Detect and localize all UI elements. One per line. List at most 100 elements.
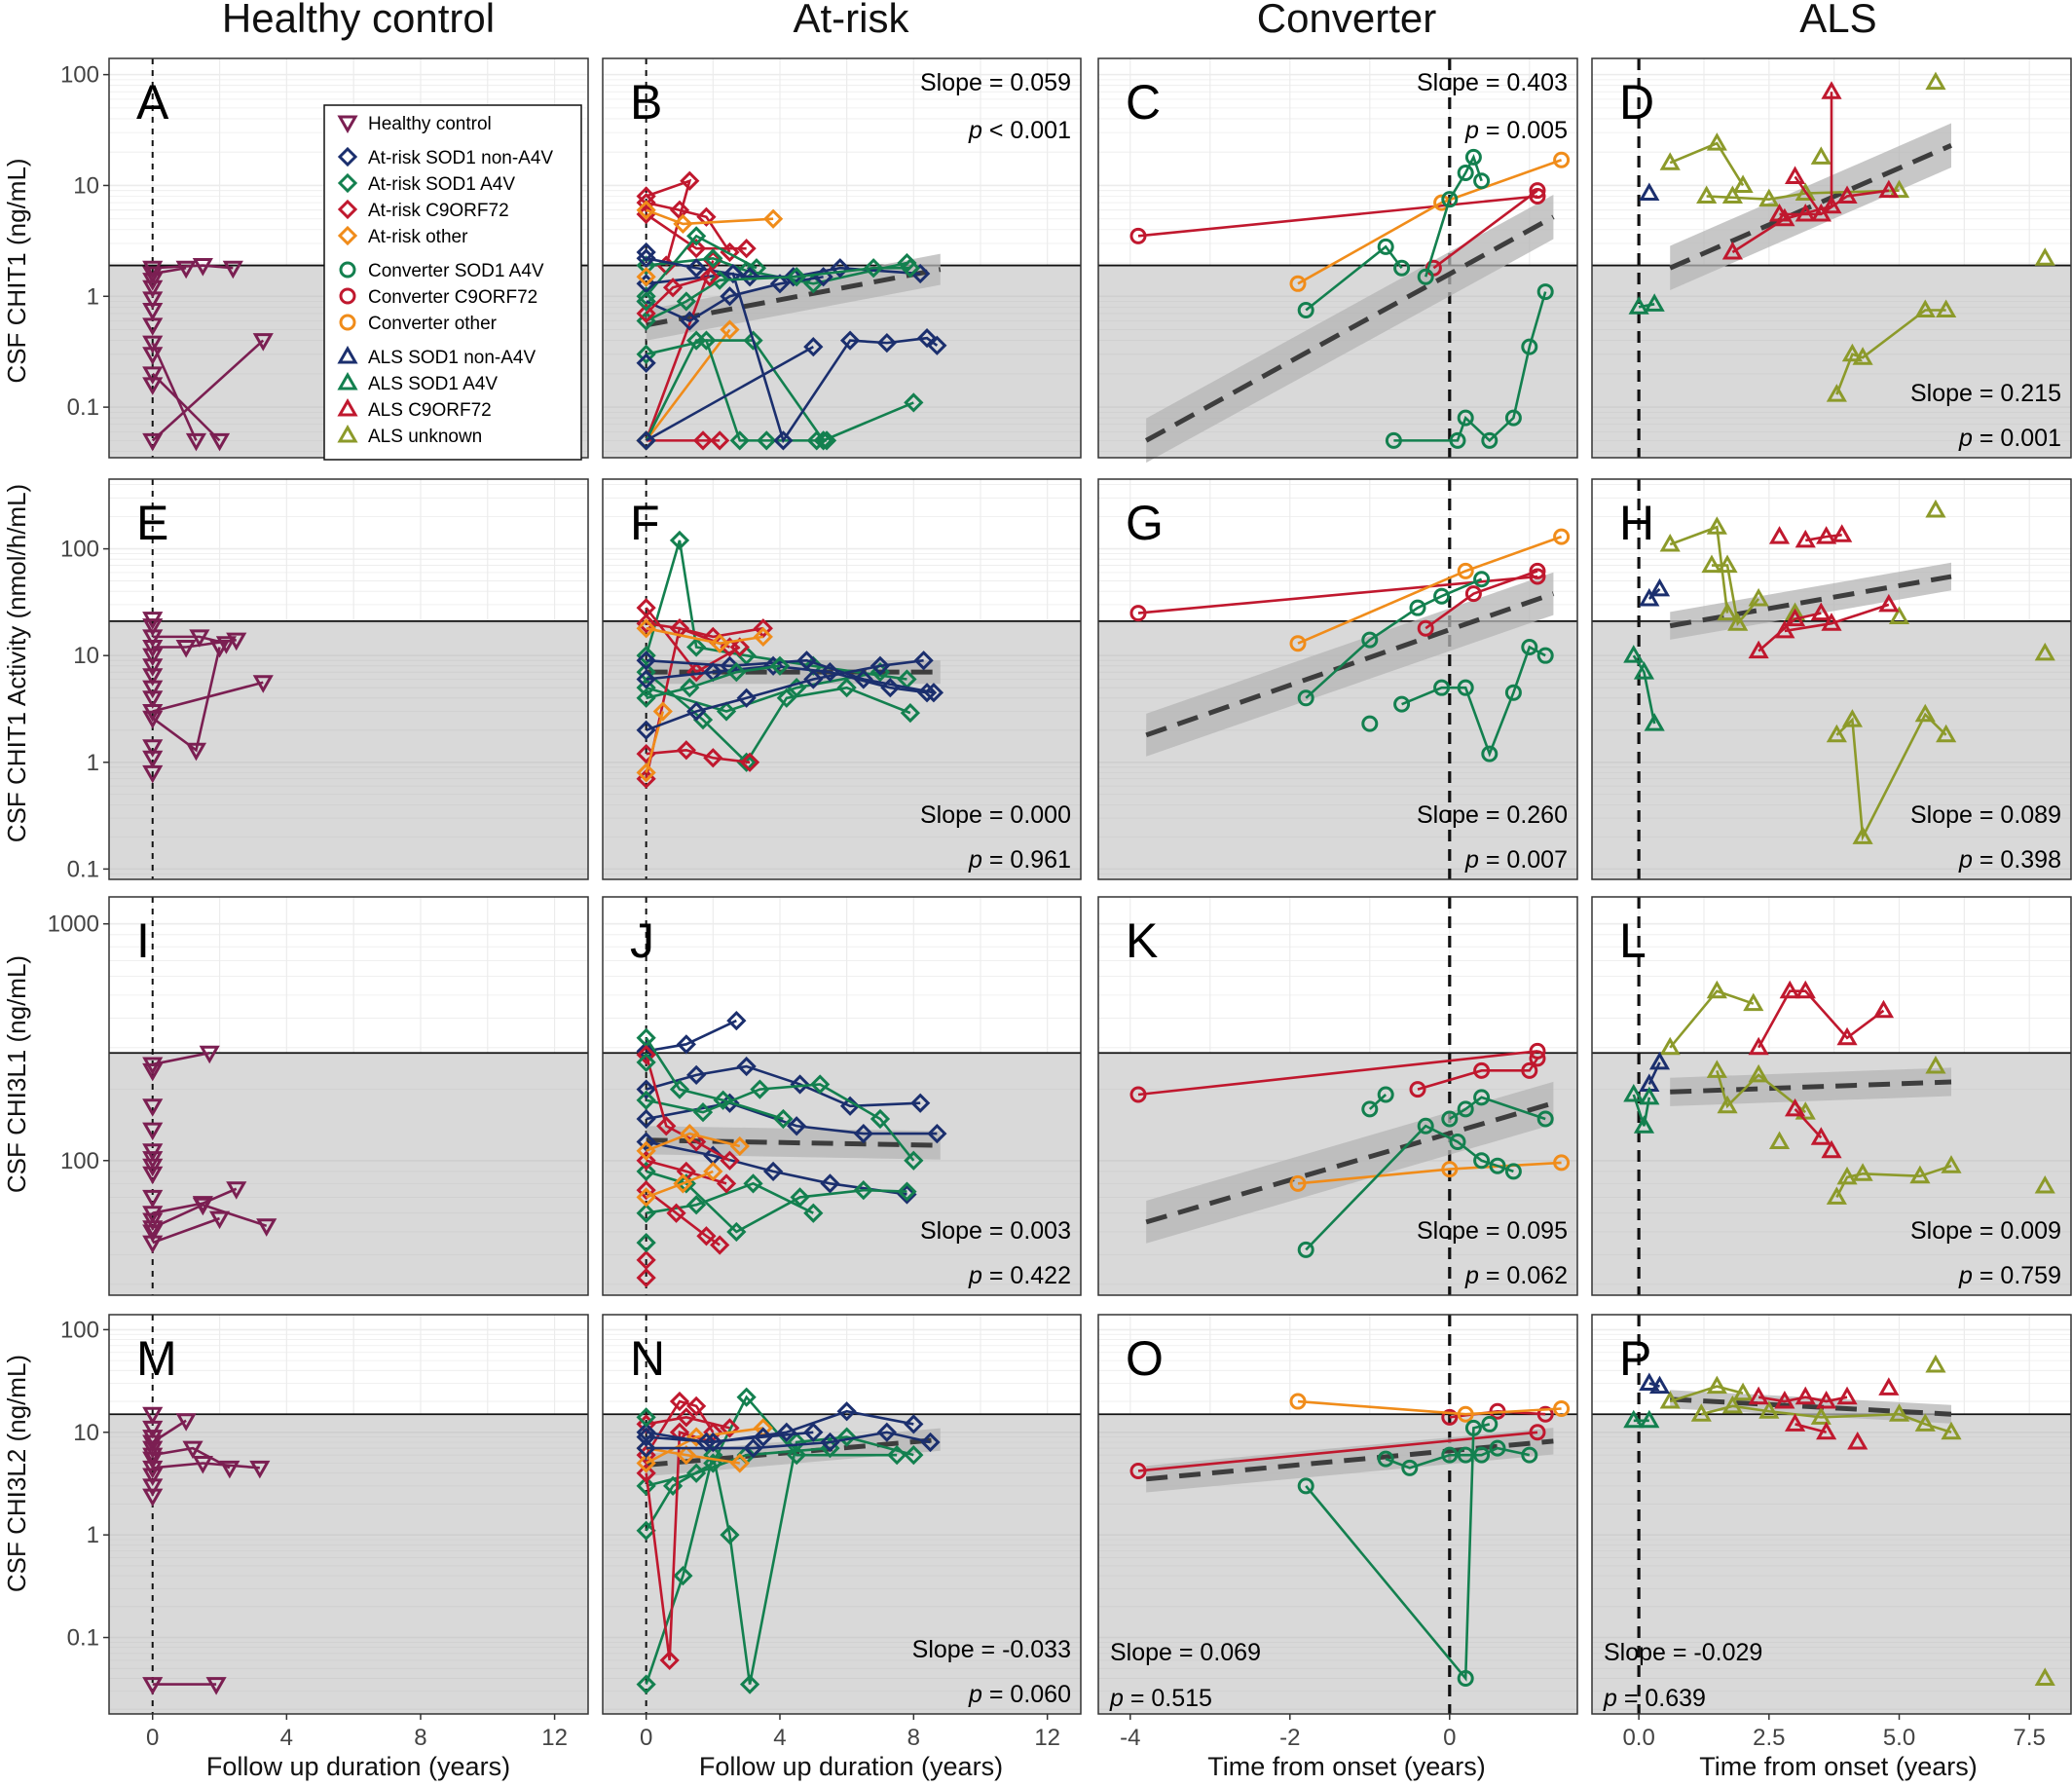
data-point <box>636 1463 656 1483</box>
data-point <box>836 1427 857 1447</box>
data-point <box>1289 275 1307 292</box>
data-point <box>1748 1036 1769 1056</box>
data-point <box>1878 179 1900 199</box>
data-point <box>686 1463 707 1483</box>
data-point <box>222 260 243 279</box>
data-point <box>686 239 707 259</box>
series-line <box>1784 603 1890 633</box>
data-point <box>1409 599 1426 616</box>
data-point <box>743 330 763 351</box>
y-tick-label: 1 <box>87 750 99 776</box>
series-line <box>1716 1069 1807 1114</box>
series-line <box>646 346 814 442</box>
series-line <box>1297 1161 1562 1185</box>
data-point <box>1717 602 1738 621</box>
legend-marker-diamond <box>337 146 358 167</box>
data-point <box>1721 1395 1743 1414</box>
data-point <box>636 1108 656 1130</box>
data-point <box>142 1420 164 1439</box>
data-point <box>636 1090 656 1110</box>
data-point <box>787 1116 807 1136</box>
y-tick-label: 1 <box>87 283 99 310</box>
data-point <box>1816 1391 1837 1409</box>
data-point <box>636 669 656 689</box>
data-point <box>1794 1386 1816 1405</box>
data-point <box>142 1677 164 1695</box>
data-point <box>680 170 700 191</box>
data-point <box>142 680 164 699</box>
data-point <box>762 208 784 229</box>
data-point <box>1441 1446 1459 1464</box>
data-point <box>1925 71 1946 91</box>
series-line <box>646 1064 921 1108</box>
data-point <box>1821 613 1842 631</box>
series-line <box>646 1019 737 1053</box>
p-value-text: p = 0.060 <box>968 1681 1071 1708</box>
y-tick-label: 10 <box>73 172 99 199</box>
data-point <box>713 1090 733 1110</box>
p-value-text: p < 0.001 <box>968 117 1071 144</box>
data-point <box>1457 164 1474 181</box>
y-tick-label: 10 <box>73 643 99 669</box>
slope-text: Slope = 0.069 <box>1110 1639 1261 1666</box>
data-series <box>142 258 274 452</box>
p-symbol: p <box>1958 425 1973 452</box>
data-point <box>1521 639 1538 656</box>
p-value: = 0.515 <box>1124 1685 1212 1712</box>
data-point <box>1836 185 1858 204</box>
panel-e: E 0.1 1 10 100 <box>60 478 589 882</box>
legend-marker-triangle-up <box>337 424 358 443</box>
data-point <box>1690 1403 1712 1422</box>
p-value: = 0.060 <box>982 1681 1071 1708</box>
panel-border <box>602 57 1082 459</box>
panel-letter: A <box>136 75 169 130</box>
p-value-text: p = 0.422 <box>968 1262 1071 1289</box>
p-value: = 0.001 <box>1973 425 2061 452</box>
column-title-healthy-control: Healthy control <box>222 0 495 41</box>
data-point <box>1473 1152 1491 1170</box>
data-point <box>1553 1154 1571 1172</box>
slope-text: Slope = -0.029 <box>1604 1639 1762 1666</box>
data-point <box>1377 1450 1394 1468</box>
data-point <box>750 1079 770 1099</box>
row-label-chi3l1: CSF CHI3L1 (ng/mL) <box>2 955 31 1193</box>
panel-border <box>1591 57 2072 459</box>
series-line <box>646 1083 915 1162</box>
x-tick-label: 0 <box>640 1725 652 1751</box>
data-point <box>1832 524 1853 542</box>
column-title-at-risk: At-risk <box>794 0 910 41</box>
data-point <box>1457 679 1474 696</box>
data-point <box>729 1453 750 1473</box>
data-point <box>686 662 707 683</box>
data-point <box>839 330 861 351</box>
data-point <box>636 242 656 263</box>
data-point <box>1473 172 1491 190</box>
data-point <box>910 1093 931 1113</box>
x-axis-title-converter: Time from onset (years) <box>1207 1752 1486 1781</box>
x-tick-label: 4 <box>773 1725 786 1751</box>
data-point <box>796 651 817 671</box>
p-value: = 0.398 <box>1973 846 2061 874</box>
series-line <box>1385 1446 1531 1470</box>
panel-border <box>108 896 589 1296</box>
slope-text: Slope = 0.095 <box>1417 1217 1568 1245</box>
legend-label: At-risk SOD1 non-A4V <box>368 148 553 168</box>
data-point <box>830 258 850 279</box>
data-point <box>1732 174 1754 193</box>
data-point <box>710 430 730 451</box>
data-point <box>722 263 744 284</box>
data-point <box>1721 241 1743 260</box>
y-tick-label: 10 <box>73 1420 99 1446</box>
slope-text: Slope = 0.000 <box>920 801 1071 829</box>
data-point <box>787 267 807 287</box>
series-line <box>1632 1094 1651 1127</box>
p-symbol: p <box>1464 846 1479 874</box>
data-point <box>142 618 164 637</box>
data-point <box>256 1218 278 1237</box>
legend-label: ALS SOD1 non-A4V <box>368 348 536 368</box>
data-point <box>226 632 247 651</box>
data-point <box>1810 1127 1832 1145</box>
data-point <box>1361 1100 1379 1118</box>
data-point <box>686 330 707 351</box>
